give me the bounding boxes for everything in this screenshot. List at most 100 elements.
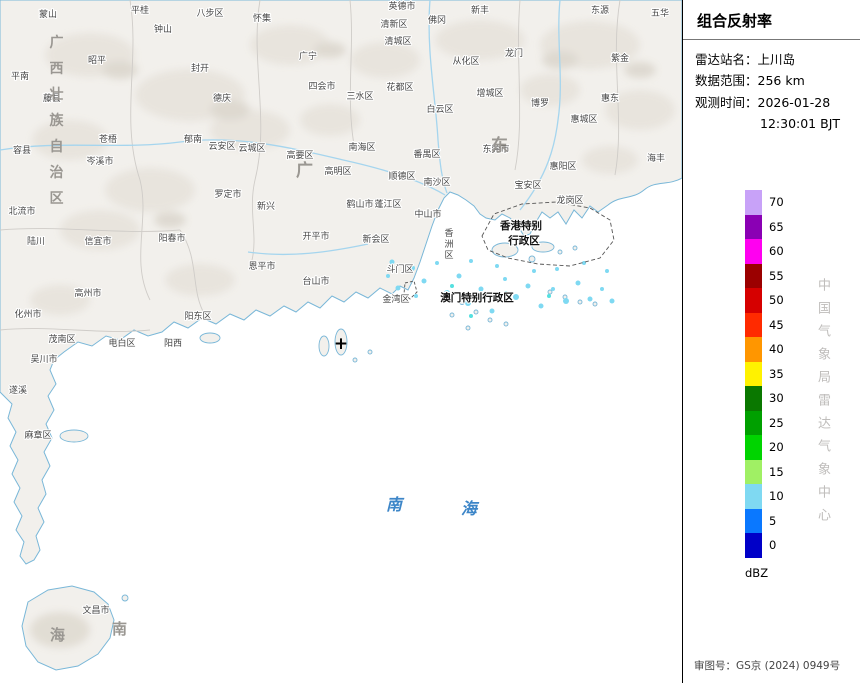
- map-license-number: 审图号：GS京 (2024) 0949号: [694, 660, 841, 672]
- radar-station-marker: +: [334, 334, 348, 354]
- map-label: 花都区: [386, 81, 413, 93]
- legend-value-label: 50: [769, 293, 784, 308]
- radar-echo: [395, 285, 401, 291]
- radar-station-cross: +: [334, 334, 348, 354]
- legend-value-label: 10: [769, 489, 784, 504]
- legend-color-swatch: [745, 361, 762, 386]
- map-label: 佛冈: [428, 14, 446, 26]
- product-title: 组合反射率: [683, 0, 860, 40]
- map-label: 茂南区: [48, 333, 75, 345]
- observation-time-line: 12:30:01 BJT: [760, 115, 841, 131]
- map-label: 东源: [591, 4, 609, 16]
- station-name-line: 雷达站名：上川岛: [695, 52, 796, 67]
- map-label: 西: [50, 61, 65, 77]
- legend-rows: 70 65 60 55 50 45 40 35 30 25 20 15 10 5 0: [745, 190, 784, 558]
- radar-echo: [450, 284, 454, 288]
- radar-map: 蒙山 平桂 八步区 钟山 昭平 平南 藤县 苍梧 容县 岑溪市 北流市 陆川 信宜市 高州市 化州市 茂南区 电…: [0, 0, 682, 671]
- legend-row: 0: [745, 533, 784, 558]
- map-label: 五华: [651, 7, 669, 19]
- map-label: 苍梧: [99, 133, 117, 145]
- map-label: 广: [296, 160, 314, 181]
- radar-echo: [551, 287, 555, 291]
- map-label: 文昌市: [82, 604, 109, 616]
- map-label: 区: [50, 191, 65, 207]
- map-label: 八步区: [196, 8, 223, 19]
- legend-unit-label: dBZ: [745, 565, 769, 580]
- rivers: [0, 0, 561, 256]
- map-label: 惠东: [601, 92, 619, 104]
- map-label: 龙门: [505, 47, 523, 59]
- legend-row: 25: [745, 410, 784, 435]
- radar-echo: [435, 261, 439, 265]
- radar-echo: [386, 274, 390, 278]
- radar-echo: [421, 278, 427, 284]
- legend-value-label: 65: [769, 219, 784, 234]
- legend-row: 40: [745, 337, 784, 362]
- radar-echo: [538, 303, 544, 309]
- map-label: 惠城区: [570, 113, 597, 125]
- legend-color-swatch: [745, 312, 762, 337]
- legend-value-label: 35: [769, 366, 784, 381]
- legend-color-swatch: [745, 410, 762, 435]
- radar-echo: [547, 294, 551, 298]
- legend-value-label: 25: [769, 415, 784, 430]
- map-label: 族: [50, 112, 65, 129]
- map-label: 阳东区: [184, 310, 211, 322]
- legend-row: 15: [745, 459, 784, 484]
- radar-echo: [575, 280, 581, 286]
- map-label: 中山市: [414, 208, 441, 220]
- map-label: 东: [491, 135, 509, 156]
- legend-value-label: 55: [769, 268, 784, 283]
- map-label: 麻章区: [24, 429, 51, 441]
- map-label: 罗定市: [214, 188, 241, 200]
- map-label: 金湾区: [382, 293, 409, 305]
- legend-color-swatch: [745, 533, 762, 558]
- map-label: 香港特别: [499, 219, 542, 232]
- map-label: 治: [50, 164, 65, 181]
- map-label: 海: [50, 626, 66, 644]
- radar-echo: [495, 264, 499, 268]
- map-label: 顺德区: [388, 170, 415, 182]
- map-label: 四会市: [308, 80, 335, 92]
- radar-echo: [605, 269, 609, 273]
- map-label: 广: [50, 34, 65, 51]
- legend-color-swatch: [745, 508, 762, 533]
- map-label: 香洲区: [444, 228, 453, 261]
- legend-row: 30: [745, 386, 784, 411]
- map-label: 南海区: [348, 141, 375, 153]
- legend-row: 50: [745, 288, 784, 313]
- map-label: 高要区: [286, 149, 313, 161]
- map-label: 白云区: [426, 103, 453, 115]
- map-label: 容县: [13, 144, 31, 156]
- radar-echo: [478, 286, 484, 292]
- map-label: 藤县: [43, 92, 61, 104]
- map-label: 阳西: [164, 338, 182, 349]
- radar-echo: [555, 267, 559, 271]
- map-label: 海: [461, 499, 480, 518]
- legend-color-swatch: [745, 288, 762, 313]
- map-label: 吴川市: [30, 353, 57, 365]
- islands: [59, 241, 598, 602]
- map-label: 从化区: [452, 55, 479, 67]
- legend-color-swatch: [745, 214, 762, 239]
- legend-row: 35: [745, 361, 784, 386]
- legend-value-label: 20: [769, 440, 784, 455]
- map-label: 南: [386, 495, 405, 514]
- legend-row: 70: [745, 190, 784, 215]
- legend-value-label: 45: [769, 317, 784, 332]
- info-panel: 组合反射率 雷达站名：上川岛 数据范围：256 km 观测时间：2026-01-…: [682, 0, 860, 683]
- legend-row: 10: [745, 484, 784, 509]
- legend-row: 55: [745, 263, 784, 288]
- legend-value-label: 15: [769, 464, 784, 479]
- radar-echo: [563, 298, 569, 304]
- legend-value-label: 5: [769, 513, 777, 528]
- legend-color-swatch: [745, 190, 762, 215]
- map-label: 恩平市: [248, 260, 275, 272]
- radar-echo: [525, 283, 531, 289]
- data-range-line: 数据范围：256 km: [695, 73, 805, 89]
- map-label: 壮: [50, 86, 65, 103]
- map-label: 遂溪: [9, 384, 27, 396]
- map-label: 新丰: [471, 4, 489, 16]
- radar-echo: [532, 269, 536, 273]
